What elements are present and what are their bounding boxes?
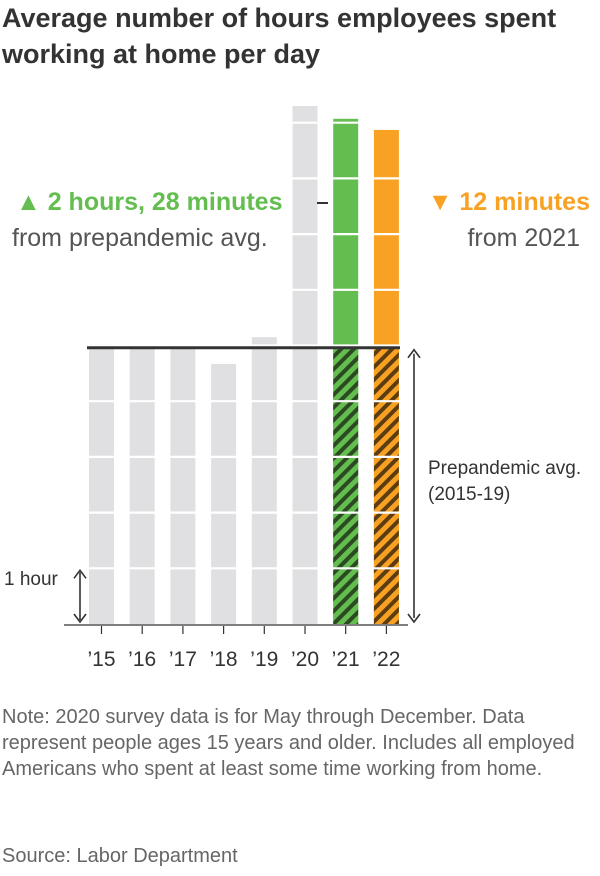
x-tick-label: ’16: [128, 648, 156, 671]
annotation-layer: ▲ 2 hours, 28 minutes from prepandemic av…: [12, 188, 590, 252]
bar-hatch-2021: [333, 347, 359, 624]
bar-2015: [89, 344, 114, 624]
avg-bracket-arrowhead-top: [407, 348, 421, 359]
x-tick-label: ’21: [332, 648, 360, 671]
x-tick-label: ’22: [372, 648, 400, 671]
x-tick-label: ’18: [210, 648, 238, 671]
x-tick-label: ’15: [87, 648, 115, 671]
annotation-2022-sub: from 2021: [467, 224, 580, 252]
bar-hatch-2022: [373, 347, 399, 624]
bars-layer: [89, 106, 399, 624]
x-tick-label: ’19: [250, 648, 278, 671]
prepandemic-avg-label: Prepandemic avg.: [428, 458, 581, 479]
avg-bracket-arrowhead-bottom: [407, 613, 421, 624]
chart-title: Average number of hours employees spent …: [2, 3, 557, 69]
chart-note: Note: 2020 survey data is for May throug…: [2, 706, 575, 780]
annotation-2022-value: ▼ 12 minutes: [428, 188, 590, 216]
scale-arrowhead-bottom: [73, 613, 87, 624]
bar-2018: [211, 363, 237, 624]
grid-layer: [80, 121, 405, 570]
chart-source: Source: Labor Department: [2, 845, 238, 867]
scale-arrowhead-top: [73, 568, 87, 579]
annotation-2021-value: ▲ 2 hours, 28 minutes: [16, 188, 283, 216]
bar-2020: [292, 106, 318, 624]
axis-layer: ’15 ’16 ’17 ’18 ’19 ’20 ’21 ’22: [64, 624, 408, 671]
bar-2016: [129, 347, 155, 624]
bar-2019: [251, 337, 277, 624]
bar-chart: ’15 ’16 ’17 ’18 ’19 ’20 ’21 ’22 Prepandemic avg…: [4, 106, 590, 671]
reference-layer: Prepandemic avg. (2015-19) 1 hour: [4, 346, 581, 624]
annotation-2021-sub: from prepandemic avg.: [12, 224, 268, 252]
x-tick-label: ’17: [169, 648, 197, 671]
prepandemic-avg-label: (2015-19): [428, 484, 510, 505]
scale-label: 1 hour: [4, 569, 59, 590]
x-tick-label: ’20: [291, 648, 319, 671]
bar-2017: [170, 347, 196, 624]
